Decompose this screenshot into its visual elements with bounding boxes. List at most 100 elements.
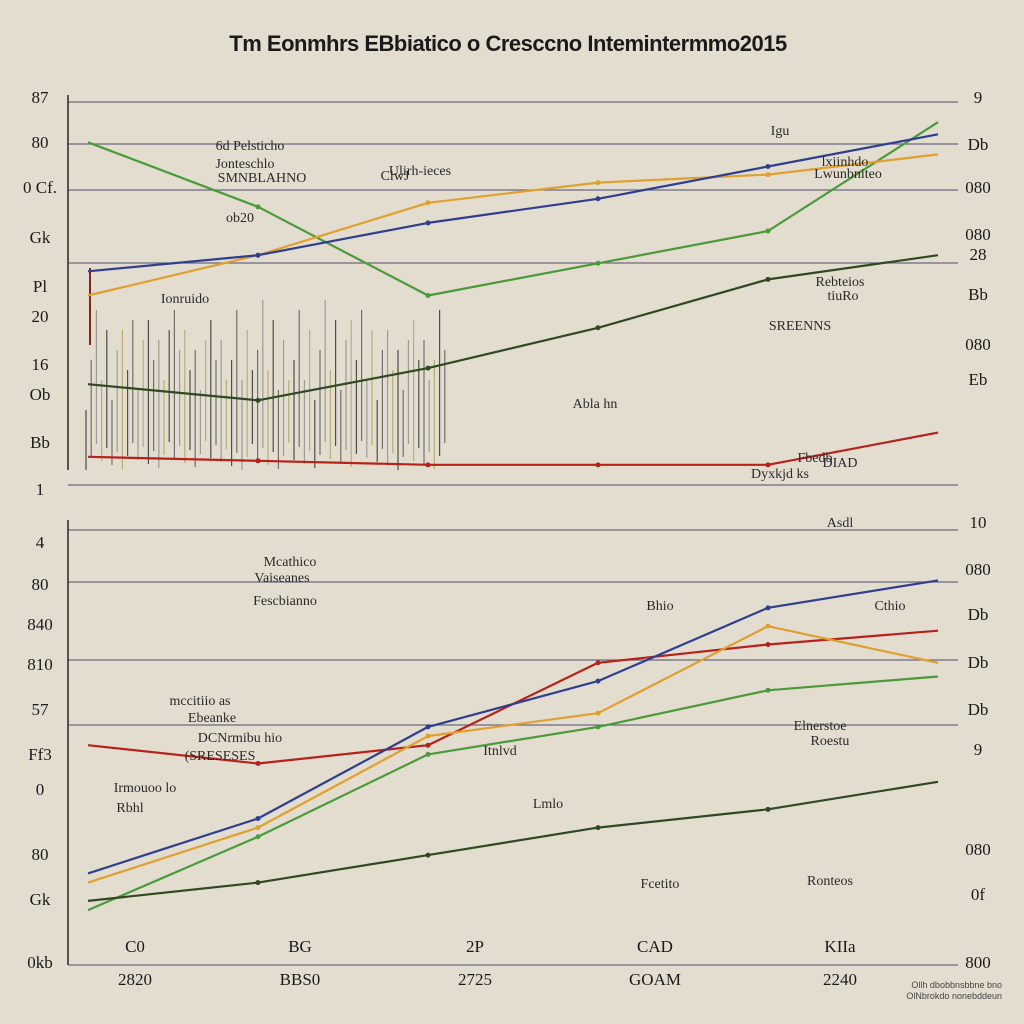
series-line-0-3 xyxy=(87,254,939,402)
series-point-1-4 xyxy=(255,880,261,886)
y-tick-left: 80 xyxy=(32,845,49,864)
x-tick: KIIa xyxy=(824,937,856,956)
series-point-0-4 xyxy=(765,462,771,468)
y-tick-left: 80 xyxy=(32,575,49,594)
series-point-1-2 xyxy=(595,710,601,716)
y-tick-left: Pl xyxy=(33,277,47,296)
series-line-1-3 xyxy=(87,675,939,912)
series-point-1-1 xyxy=(595,678,601,684)
annotation-label: 6d Pelsticho xyxy=(216,139,285,154)
series-point-0-3 xyxy=(765,276,771,282)
y-tick-right: 28 xyxy=(970,245,987,264)
y-tick-left: 4 xyxy=(36,533,45,552)
y-tick-left: 87 xyxy=(32,88,50,107)
x-tick: 2P xyxy=(466,937,484,956)
annotation-label: Rbhl xyxy=(116,801,143,816)
series-point-1-2 xyxy=(425,733,431,739)
series-point-0-0 xyxy=(255,204,261,210)
y-tick-right: 800 xyxy=(965,953,991,972)
series-point-1-4 xyxy=(765,806,771,812)
y-tick-right: 080 xyxy=(965,840,991,859)
y-tick-left: 0 Cf. xyxy=(23,178,57,197)
annotation-label: Fcetito xyxy=(641,877,680,892)
series-point-0-4 xyxy=(595,462,601,468)
annotation-label: Ebeanke xyxy=(188,711,236,726)
y-tick-right: Eb xyxy=(969,370,988,389)
series-point-1-3 xyxy=(255,834,261,840)
gridlines xyxy=(68,101,958,966)
annotation-label: Jonteschlo xyxy=(215,157,274,172)
x-tick-secondary: 2820 xyxy=(118,970,152,989)
series-point-1-3 xyxy=(425,751,431,757)
series-line-0-0 xyxy=(87,121,939,297)
series-point-0-4 xyxy=(425,462,431,468)
annotation-label: DCNrmibu hio xyxy=(198,731,282,746)
series-line-1-2 xyxy=(87,625,939,884)
series-point-0-1 xyxy=(595,180,601,186)
series-line-1-4 xyxy=(87,780,939,902)
annotation-label: Mcathico xyxy=(264,555,317,570)
y-tick-left: 810 xyxy=(27,655,53,674)
x-tick-secondary: BBS0 xyxy=(280,970,321,989)
series-point-1-1 xyxy=(425,724,431,730)
series-point-0-2 xyxy=(425,220,431,226)
x-tick-secondary: 2240 xyxy=(823,970,857,989)
y-tick-left: 0 xyxy=(36,780,45,799)
series-point-1-0 xyxy=(255,761,261,767)
annotation-label: Ionruido xyxy=(161,292,209,307)
annotation-label: Asdl xyxy=(827,516,854,531)
y-tick-right: Bb xyxy=(968,285,988,304)
series-point-1-4 xyxy=(425,852,431,858)
series-line-0-1 xyxy=(87,153,939,297)
y-tick-right: 080 xyxy=(965,225,991,244)
series-point-1-1 xyxy=(255,815,261,821)
series-point-0-2 xyxy=(255,252,261,258)
y-tick-left: 840 xyxy=(27,615,53,634)
series-point-0-0 xyxy=(425,293,431,299)
annotation-label: Cthio xyxy=(874,599,905,614)
series-line-0-4 xyxy=(87,431,939,466)
annotation-label: SREENNS xyxy=(769,319,831,334)
footnote-line: Ollh dbobbnsbbne bno xyxy=(911,980,1002,990)
y-tick-right: 0f xyxy=(971,885,986,904)
y-tick-right: 10 xyxy=(970,513,987,532)
annotation-label: Bhio xyxy=(646,599,673,614)
x-tick: BG xyxy=(288,937,312,956)
y-tick-left: Gk xyxy=(30,228,51,247)
series-point-0-2 xyxy=(595,196,601,202)
y-tick-left: 0kb xyxy=(27,953,53,972)
y-tick-left: Ff3 xyxy=(28,745,52,764)
y-tick-right: Db xyxy=(968,605,989,624)
annotation-label: Igu xyxy=(771,124,790,139)
annotation-label: Fbedb xyxy=(798,451,833,466)
spike-cluster xyxy=(85,268,446,470)
y-tick-left: 1 xyxy=(36,480,45,499)
series-point-0-1 xyxy=(765,172,771,178)
series-point-1-0 xyxy=(595,660,601,666)
x-tick: CAD xyxy=(637,937,673,956)
y-tick-left: Bb xyxy=(30,433,50,452)
series-point-0-3 xyxy=(425,365,431,371)
annotation-label: Ronteos xyxy=(807,874,853,889)
y-tick-right: Db xyxy=(968,135,989,154)
annotation-label: DIAD xyxy=(823,456,858,471)
x-tick-secondary: 2725 xyxy=(458,970,492,989)
annotation-label: Rebteios xyxy=(816,275,865,290)
series-point-1-1 xyxy=(765,605,771,611)
annotation-label: ob20 xyxy=(226,211,254,226)
series-point-1-0 xyxy=(765,641,771,647)
y-tick-right: 080 xyxy=(965,178,991,197)
annotation-label: Lmlo xyxy=(533,797,563,812)
annotation-label: Dyxkjd ks xyxy=(751,467,809,482)
annotation-label: Ulirh-ieces xyxy=(389,164,451,179)
y-tick-left: Gk xyxy=(30,890,51,909)
y-tick-left: Ob xyxy=(30,385,51,404)
annotation-label: Irmouoo lo xyxy=(114,781,177,796)
footnote-line: OlNbrokdo nonebddeun xyxy=(906,991,1002,1001)
y-tick-right: Db xyxy=(968,653,989,672)
y-tick-right: Db xyxy=(968,700,989,719)
